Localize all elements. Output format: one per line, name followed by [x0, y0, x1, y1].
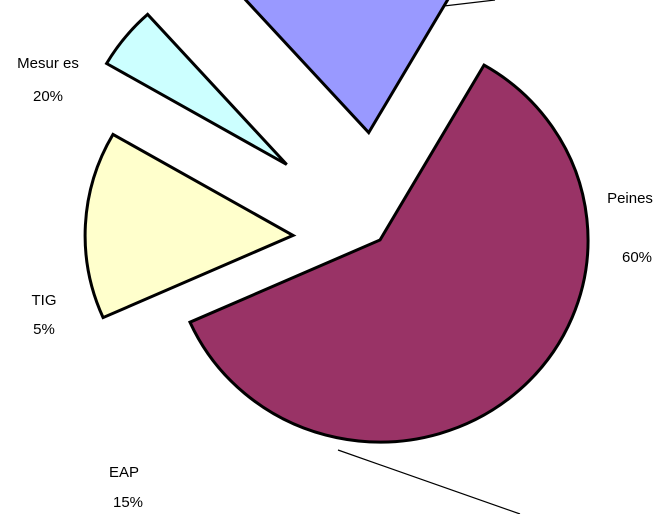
slice-percent-peines: 60%	[622, 249, 652, 266]
leader-line-bottom	[337, 449, 521, 514]
slice-label-eap: EAP	[109, 464, 139, 481]
pie-slice-peines[interactable]	[187, 63, 590, 444]
slice-label-mesures: Mesur es	[17, 55, 79, 72]
pie-slice-eap[interactable]	[83, 132, 297, 320]
slice-percent-mesures: 20%	[33, 88, 63, 105]
slice-label-peines: Peines	[607, 190, 653, 207]
slice-label-tig: TIG	[32, 292, 57, 309]
slice-percent-eap: 15%	[113, 494, 143, 511]
pie-slice-tig[interactable]	[104, 12, 288, 166]
slice-percent-tig: 5%	[33, 321, 55, 338]
pie-slice-mesures[interactable]	[230, 0, 473, 136]
pie-slices	[83, 0, 590, 444]
pie-labels: Peines 60% EAP 15% TIG 5% Mesur es 20%	[17, 55, 653, 511]
